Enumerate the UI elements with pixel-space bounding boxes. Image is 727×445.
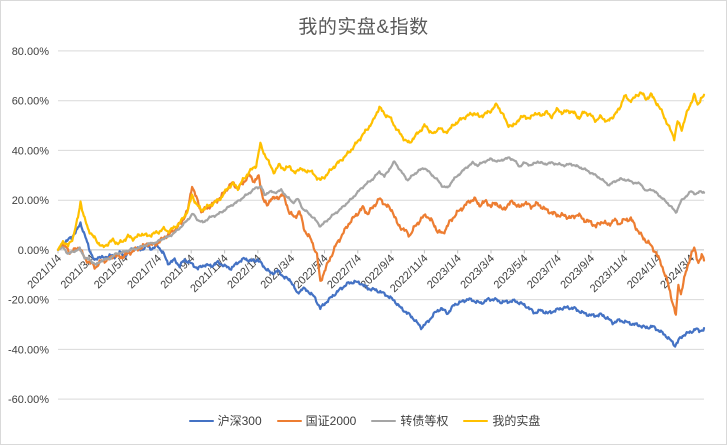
y-axis-label: -60.00% [8, 394, 49, 406]
y-axis-label: 40.00% [12, 145, 50, 157]
x-axis-label: 2021/1/4 [25, 253, 64, 292]
legend-label-my-portfolio: 我的实盘 [492, 414, 541, 428]
y-axis-label: 0.00% [18, 245, 49, 257]
legend-marker-my-portfolio [463, 419, 489, 423]
chart-title: 我的实盘&指数 [298, 17, 429, 38]
legend-item-gz2000: 国证2000 [276, 413, 357, 429]
series-line-1 [56, 173, 706, 316]
x-axis-label: 2023/1/4 [425, 253, 464, 292]
legend-marker-convertible-bond [371, 419, 397, 423]
y-axis-label: 60.00% [12, 96, 50, 108]
x-axis-label: 2024/1/4 [625, 253, 664, 292]
x-axis-label: 2021/7/4 [125, 253, 164, 292]
legend-item-my-portfolio: 我的实盘 [463, 413, 540, 429]
legend-item-convertible-bond: 转债等权 [371, 413, 448, 429]
legend-label-hs300: 沪深300 [217, 414, 262, 428]
legend-marker-gz2000 [276, 419, 302, 423]
legend-label-convertible-bond: 转债等权 [400, 414, 449, 428]
x-axis-label: 2021/3/4 [59, 253, 98, 292]
series-line-3 [56, 91, 706, 251]
legend-marker-hs300 [188, 419, 214, 423]
y-axis-label: -20.00% [8, 295, 49, 307]
legend: 沪深300 国证2000 转债等权 我的实盘 [1, 413, 726, 429]
series-line-2 [56, 156, 706, 266]
y-axis-label: 80.00% [12, 46, 50, 58]
y-axis-label: 20.00% [12, 195, 50, 207]
series-line-0 [56, 221, 706, 348]
legend-label-gz2000: 国证2000 [305, 414, 357, 428]
x-axis-label: 2023/7/4 [525, 253, 564, 292]
x-axis-label: 2023/3/4 [458, 253, 497, 292]
x-axis-label: 2023/5/4 [492, 253, 531, 292]
y-axis-label: -40.00% [8, 344, 49, 356]
legend-item-hs300: 沪深300 [188, 413, 262, 429]
